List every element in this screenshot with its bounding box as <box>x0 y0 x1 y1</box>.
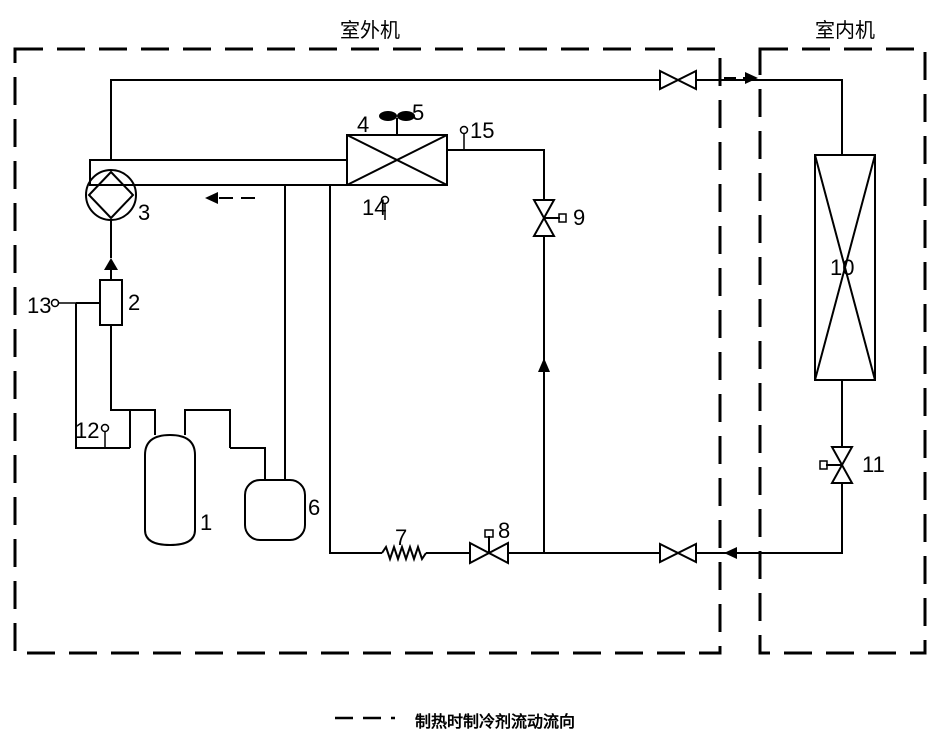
fan-icon <box>379 111 415 135</box>
compressor <box>145 435 195 545</box>
label-2: 2 <box>128 290 140 316</box>
label-1: 1 <box>200 510 212 536</box>
pipe-to-6 <box>230 448 265 480</box>
check-valve-arrow <box>104 258 118 270</box>
diagram-svg <box>0 0 942 743</box>
label-11: 11 <box>862 452 885 478</box>
header-pipe <box>90 160 347 185</box>
diagram-root: 室外机 室内机 1 2 3 4 5 6 7 8 9 10 11 12 13 14… <box>0 0 942 743</box>
label-14: 14 <box>362 195 386 221</box>
pipe-2-to-1 <box>111 325 155 435</box>
legend-text: 制热时制冷剂流动流向 <box>415 708 575 732</box>
label-15: 15 <box>470 118 494 144</box>
pipe-top-right <box>696 80 842 155</box>
valve-11 <box>820 447 852 483</box>
pipe-4-to-9 <box>447 150 544 200</box>
label-12: 12 <box>75 418 99 444</box>
indoor-unit-title: 室内机 <box>815 14 875 43</box>
label-8: 8 <box>498 518 510 544</box>
pipe-down-to-7 <box>330 185 382 553</box>
outdoor-unit-box <box>15 49 720 653</box>
outdoor-unit-title: 室外机 <box>340 14 400 43</box>
label-9: 9 <box>573 205 585 231</box>
pipe-bottom-to-indoor <box>696 483 842 553</box>
sensor-12 <box>102 425 109 449</box>
sensor-15 <box>461 127 468 151</box>
flow-arrow-top-gap <box>724 72 758 84</box>
oil-separator <box>100 280 122 325</box>
label-6: 6 <box>308 495 320 521</box>
flow-arrow-header <box>205 192 255 204</box>
stop-valve-top <box>660 71 696 89</box>
label-10: 10 <box>830 255 854 281</box>
label-3: 3 <box>138 200 150 226</box>
label-13: 13 <box>27 293 51 319</box>
four-way-valve <box>86 170 136 220</box>
valve-9 <box>534 200 566 236</box>
stop-valve-bottom <box>660 544 696 562</box>
sensor-13 <box>52 300 77 307</box>
label-7: 7 <box>395 525 407 551</box>
accumulator <box>245 480 305 540</box>
label-4: 4 <box>357 112 369 138</box>
flow-arrow-vertical <box>538 358 550 410</box>
label-5: 5 <box>412 100 424 126</box>
